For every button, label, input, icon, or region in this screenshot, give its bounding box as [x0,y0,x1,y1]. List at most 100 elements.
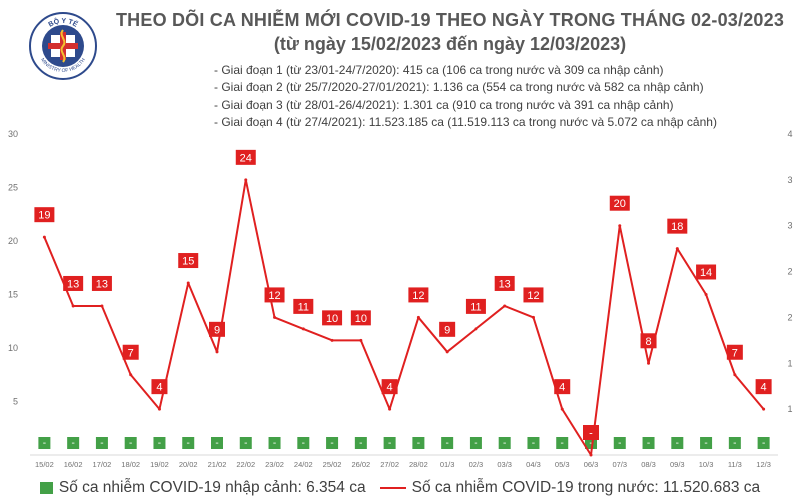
chart-subtitle: (từ ngày 15/02/2023 đến ngày 12/03/2023) [273,34,627,54]
data-label-domestic: 13 [96,278,108,290]
data-label-domestic: 14 [700,267,712,279]
data-label-domestic: 10 [326,313,338,325]
data-label-imported: - [762,438,765,449]
x-tick-label: 27/02 [380,460,399,469]
data-label-domestic: 12 [268,290,280,302]
data-label-box-domestic [209,321,225,337]
line-domestic [43,178,765,456]
data-label-box-domestic [609,195,630,211]
x-tick-label: 12/3 [756,460,771,469]
x-tick-label: 22/02 [236,460,255,469]
data-label-imported: - [215,438,218,449]
data-label-domestic: 9 [444,324,450,336]
data-label-imported: - [302,438,305,449]
data-label-domestic: 4 [761,382,767,394]
data-label-imported: - [589,438,592,449]
data-label-domestic: 12 [527,290,539,302]
data-label-box-domestic [34,207,55,223]
data-label-imported: - [187,438,190,449]
data-label-imported: - [71,438,74,449]
data-label-domestic: 8 [645,336,651,348]
data-label-box-domestic [293,298,314,314]
data-label-domestic: 4 [156,382,162,394]
data-label-imported: - [417,438,420,449]
data-label-box-domestic [583,425,599,440]
point-domestic [42,235,46,239]
data-label-imported: - [244,438,247,449]
point-domestic [474,327,478,331]
data-label-box-imported [383,437,396,449]
point-domestic [359,338,363,342]
phase-note: - Giai đoạn 1 (từ 23/01-24/7/2020): 415 … [214,63,664,77]
y-right-tick-label: 3 [787,221,792,231]
data-label-imported: - [388,438,391,449]
point-domestic [186,281,190,285]
phase-note: - Giai đoạn 4 (từ 27/4/2021): 11.523.185… [214,114,717,129]
data-label-imported: - [676,438,679,449]
data-label-domestic: 13 [499,278,511,290]
data-label-imported: - [158,438,161,449]
data-label-domestic: 11 [470,301,481,313]
data-label-domestic: 4 [387,382,393,394]
data-label-domestic: 19 [38,210,50,222]
phase-notes: - Giai đoạn 1 (từ 23/01-24/7/2020): 415 … [214,62,717,131]
data-label-box-domestic [151,379,168,395]
point-domestic [301,327,305,331]
y-right-tick-label: 1 [787,404,792,414]
data-label-box-imported [469,437,482,449]
point-domestic [560,407,564,411]
legend-label-imported: Số ca nhiễm COVID-19 nhập cảnh: 6.354 ca [58,479,366,496]
data-label-box-imported [642,437,655,449]
x-tick-label: 17/02 [93,460,112,469]
data-label-box-imported [757,437,770,449]
data-label-box-imported [182,437,195,449]
point-domestic [273,315,277,319]
data-label-box-imported [95,437,108,449]
data-label-box-domestic [755,379,772,395]
legend-item-domestic: Số ca nhiễm COVID-19 trong nước: 11.520.… [379,479,760,497]
data-label-domestic: 24 [240,152,252,164]
data-label-box-imported [671,437,684,449]
data-label-domestic: 20 [614,198,626,210]
x-tick-label: 19/02 [150,460,169,469]
data-label-domestic: 10 [355,313,367,325]
legend-swatch-domestic [379,487,406,489]
data-label-box-domestic [322,310,343,326]
y-left-tick-label: 5 [13,397,18,407]
data-label-imported: - [330,438,333,449]
data-label-box-domestic [494,275,515,291]
chart-title: THEO DÕI CA NHIỄM MỚI COVID-19 THEO NGÀY… [115,10,785,30]
data-label-box-imported [239,437,252,449]
data-label-imported: - [445,438,448,449]
data-label-imported: - [129,438,132,449]
data-label-box-domestic [465,298,486,314]
data-label-imported: - [704,438,707,449]
data-label-box-imported [441,437,454,449]
data-label-domestic: 15 [182,256,194,268]
x-tick-label: 01/3 [440,460,455,469]
data-label-domestic: 18 [671,221,683,233]
y-left-tick-label: 20 [8,236,18,246]
y-right-tick-label: 3 [787,175,792,185]
data-label-domestic: 7 [128,347,134,359]
data-label-box-imported [556,437,569,449]
data-label-imported: - [100,438,103,449]
x-tick-label: 26/02 [351,460,370,469]
point-domestic [129,373,133,377]
y-right-tick-label: 4 [787,129,792,139]
point-domestic [503,304,507,308]
phase-note: - Giai đoạn 3 (từ 28/01-26/4/2021): 1.30… [214,97,674,112]
data-label-box-domestic [439,321,456,337]
x-tick-label: 21/02 [208,460,227,469]
x-tick-label: 18/02 [121,460,140,469]
x-tick-label: 03/3 [497,460,512,469]
data-label-box-domestic [696,264,717,280]
data-label-box-imported [268,437,281,449]
data-label-box-imported [613,437,626,449]
point-domestic [215,350,219,354]
data-label-box-imported [326,437,339,449]
data-label-box-domestic [178,253,199,269]
y-left-tick-label: 25 [8,183,18,193]
data-label-domestic: - [589,428,593,440]
